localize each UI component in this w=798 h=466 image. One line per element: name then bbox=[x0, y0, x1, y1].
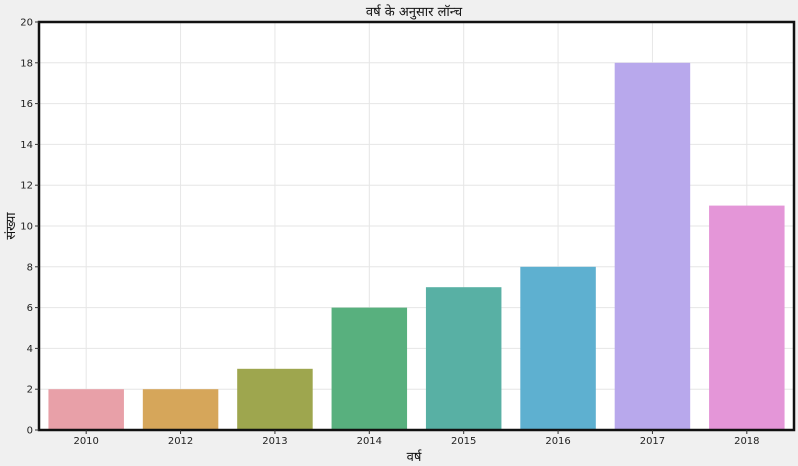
bar-2010 bbox=[48, 389, 124, 430]
y-tick-label: 8 bbox=[27, 262, 33, 273]
x-tick-label: 2017 bbox=[640, 436, 665, 447]
x-tick-label: 2014 bbox=[357, 436, 382, 447]
bar-2012 bbox=[142, 389, 219, 430]
y-tick-label: 16 bbox=[20, 99, 33, 110]
y-tick-label: 2 bbox=[27, 385, 33, 396]
bar-2016 bbox=[520, 266, 596, 430]
y-tick-label: 10 bbox=[20, 222, 33, 233]
bar-2017 bbox=[614, 62, 691, 431]
bar-2015 bbox=[425, 287, 502, 430]
x-tick-label: 2015 bbox=[451, 436, 476, 447]
x-tick-label: 2010 bbox=[73, 436, 98, 447]
y-tick-label: 20 bbox=[20, 18, 33, 29]
y-tick-label: 0 bbox=[27, 426, 33, 437]
x-axis-ticks: 2010 2012 2013 2014 2015 2016 2017 2018 bbox=[73, 430, 760, 447]
x-tick-label: 2012 bbox=[168, 436, 193, 447]
y-tick-label: 4 bbox=[27, 344, 33, 355]
y-tick-label: 14 bbox=[20, 140, 33, 151]
y-tick-label: 6 bbox=[27, 303, 33, 314]
x-axis-label: वर्ष bbox=[407, 449, 423, 465]
x-tick-label: 2018 bbox=[734, 436, 759, 447]
chart-title: वर्ष के अनुसार लॉन्च bbox=[366, 4, 463, 20]
bar-2013 bbox=[237, 368, 313, 430]
x-tick-label: 2016 bbox=[545, 436, 570, 447]
y-axis-ticks: 0 2 4 6 8 10 12 14 16 18 20 bbox=[20, 18, 39, 437]
bars bbox=[48, 62, 785, 431]
y-axis-label: संख्या bbox=[4, 212, 19, 240]
y-tick-label: 18 bbox=[20, 58, 33, 69]
y-tick-label: 12 bbox=[20, 181, 33, 192]
bar-2014 bbox=[331, 307, 408, 430]
x-tick-label: 2013 bbox=[262, 436, 287, 447]
bar-2018 bbox=[709, 205, 785, 430]
